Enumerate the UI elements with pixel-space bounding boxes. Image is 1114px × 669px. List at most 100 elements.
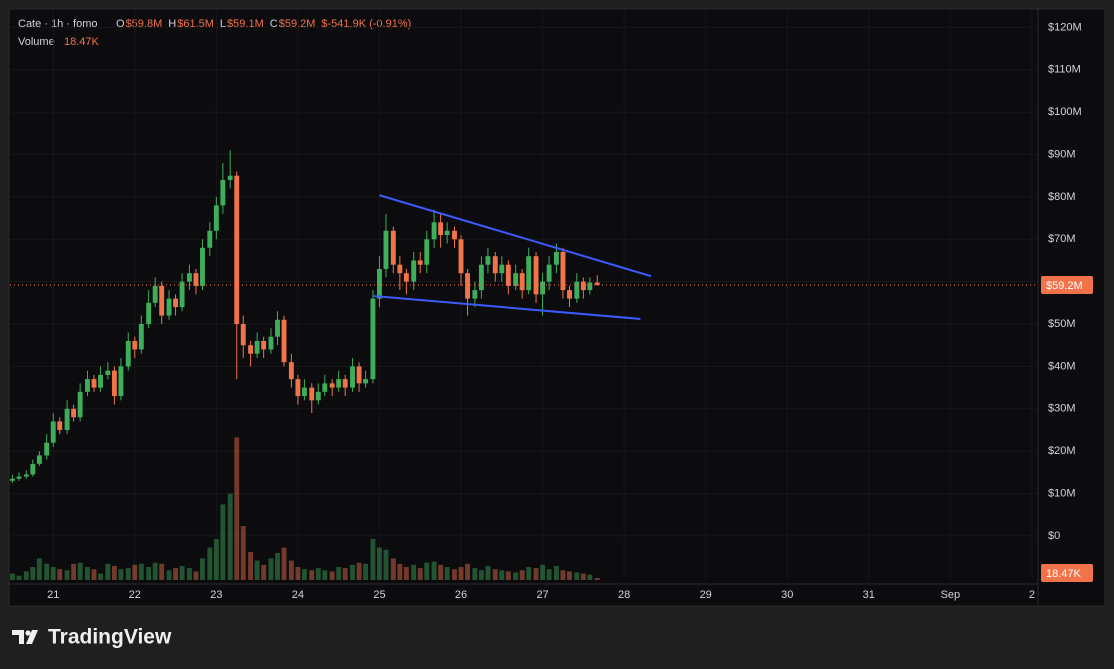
y-tick-label: $80M [1048,191,1076,203]
volume-bar [403,567,409,580]
volume-bar [268,558,274,580]
candle-body [111,370,117,397]
candle-body [424,239,430,265]
candle-body [363,379,369,384]
candle-body [152,285,158,303]
chart-panel [8,8,1106,607]
last-price-box [1041,276,1093,295]
volume-bar [465,563,470,580]
volume-bar [50,567,56,580]
volume-bar [213,538,219,580]
candle-body [315,391,321,401]
candle-body [36,455,42,464]
volume-bar [315,568,321,580]
candle-body [458,239,464,274]
volume-bar [519,570,525,580]
volume-bar [16,575,22,580]
candle-body [138,324,144,350]
volume-bar [350,564,355,580]
last-price-label: $59.2M [1046,280,1083,292]
candle-body [553,251,559,265]
candle-body [254,340,260,354]
candle-body [574,281,580,299]
x-tick-label: 27 [536,589,548,601]
y-tick-label: $100M [1048,106,1082,118]
candle-body [383,230,389,269]
volume-bar [173,568,179,580]
volume-bar [85,567,90,580]
volume-bar [472,568,478,580]
trendline [373,295,641,320]
volume-value: 18.47K [64,36,100,48]
volume-bar [234,437,240,580]
x-tick-label: 26 [455,589,467,601]
volume-bar [322,570,328,580]
x-tick-label: 23 [210,589,222,601]
logo-icon [12,630,38,644]
ohlc-key: O [116,18,125,30]
x-tick-label: 31 [863,589,875,601]
brand-name: TradingView [48,626,172,649]
candle-body [159,285,165,316]
volume-bar [424,562,430,580]
candle-body [533,256,539,295]
volume-bar [77,562,83,580]
candle-body [186,273,192,282]
volume-bar [10,573,15,580]
volume-bar [64,570,70,580]
volume-bar [98,573,103,580]
candle-body [472,290,478,299]
volume-bar [91,569,97,580]
x-tick-label: 30 [781,589,793,601]
candle-body [444,230,450,236]
volume-bar [533,568,539,580]
candle-body [580,281,586,291]
volume-bar [567,571,572,580]
candle-body [288,362,294,380]
volume-bar [248,551,254,580]
candle-body [540,281,546,295]
volume-bar [261,564,267,580]
candle-body [268,336,274,350]
candle-body [431,222,437,240]
ohlc-key: L [220,18,226,30]
logo-dot [25,630,31,636]
candle-body [567,290,572,299]
volume-bar [342,568,348,580]
volume-bar [71,563,77,580]
candle-body [213,205,219,231]
volume-bar [594,578,600,580]
candle-body [98,374,103,388]
volume-bar [383,549,389,580]
x-tick-label: 29 [700,589,712,601]
y-tick-label: $120M [1048,21,1082,33]
candle-body [356,366,362,384]
candle-body [295,379,301,397]
candle-body [377,268,382,299]
candle-body [465,273,470,299]
volume-bar [540,564,546,580]
candle-body [234,175,240,325]
volume-bar [580,573,586,580]
candle-body [30,463,36,475]
candle-body [478,264,484,291]
candle-body [513,273,519,286]
y-tick-label: $0 [1048,530,1060,542]
volume-bar [57,569,63,580]
candle-body [281,319,287,363]
candle-body [275,319,280,337]
candle-body [248,345,254,354]
candle-body [10,478,15,481]
candle-body [261,340,267,350]
candle-body [227,175,233,180]
ohlc-key: C [270,18,278,30]
candle-body [118,366,124,397]
ohlc-key: H [168,18,176,30]
volume-bar [281,547,287,580]
candle-body [403,273,409,282]
volume-bar [336,567,342,580]
candle-body [105,370,111,375]
volume-bar [444,567,450,580]
volume-bar [587,574,593,580]
volume-bar [397,563,403,580]
